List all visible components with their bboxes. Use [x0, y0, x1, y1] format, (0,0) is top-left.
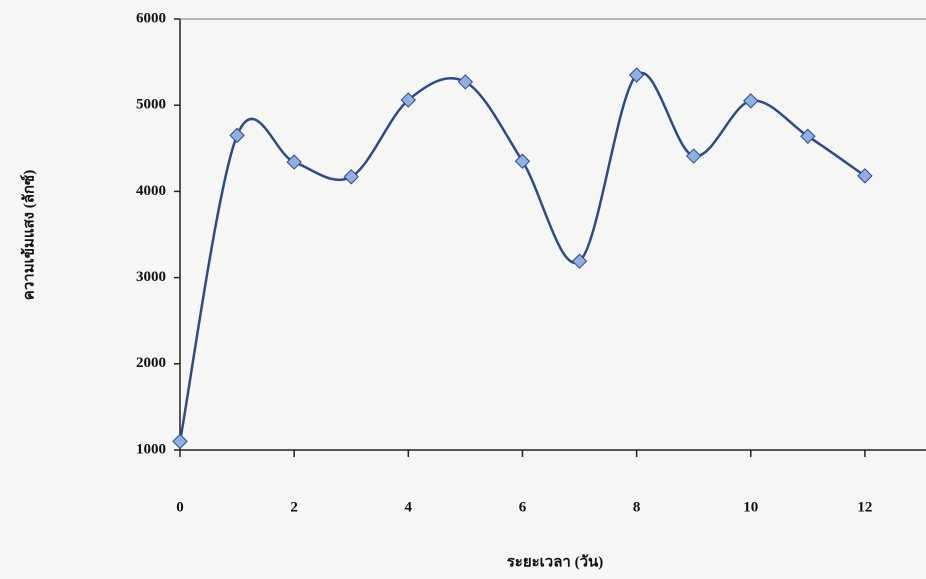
x-tick-label: 2 [290, 499, 298, 515]
x-tick-label: 4 [405, 499, 413, 515]
data-marker [514, 153, 531, 169]
data-marker [743, 93, 759, 109]
data-marker [857, 168, 873, 184]
x-tick-label: 12 [857, 499, 872, 515]
x-tick-label: 0 [176, 499, 184, 515]
data-marker [286, 154, 302, 170]
data-marker [571, 253, 588, 269]
y-axis-label: ความเข้มแสง (ลักซ์) [19, 170, 37, 300]
data-marker [343, 169, 359, 185]
data-marker [685, 148, 702, 164]
y-tick-label: 2000 [136, 355, 166, 371]
data-marker [628, 67, 645, 83]
data-line [178, 71, 866, 442]
x-axis-label: ระยะเวลา (วัน) [507, 553, 604, 570]
y-tick-label: 4000 [136, 183, 166, 199]
y-tick-label: 6000 [136, 10, 166, 26]
y-tick-label: 5000 [136, 97, 166, 113]
x-tick-label: 8 [633, 499, 641, 515]
data-marker [457, 74, 474, 90]
x-tick-label: 10 [743, 499, 758, 515]
y-tick-label: 1000 [136, 441, 166, 457]
data-marker [172, 433, 188, 450]
y-tick-label: 3000 [136, 269, 166, 285]
data-marker [800, 128, 816, 144]
data-marker [229, 127, 245, 144]
x-tick-label: 6 [519, 499, 527, 515]
data-marker [400, 92, 417, 108]
